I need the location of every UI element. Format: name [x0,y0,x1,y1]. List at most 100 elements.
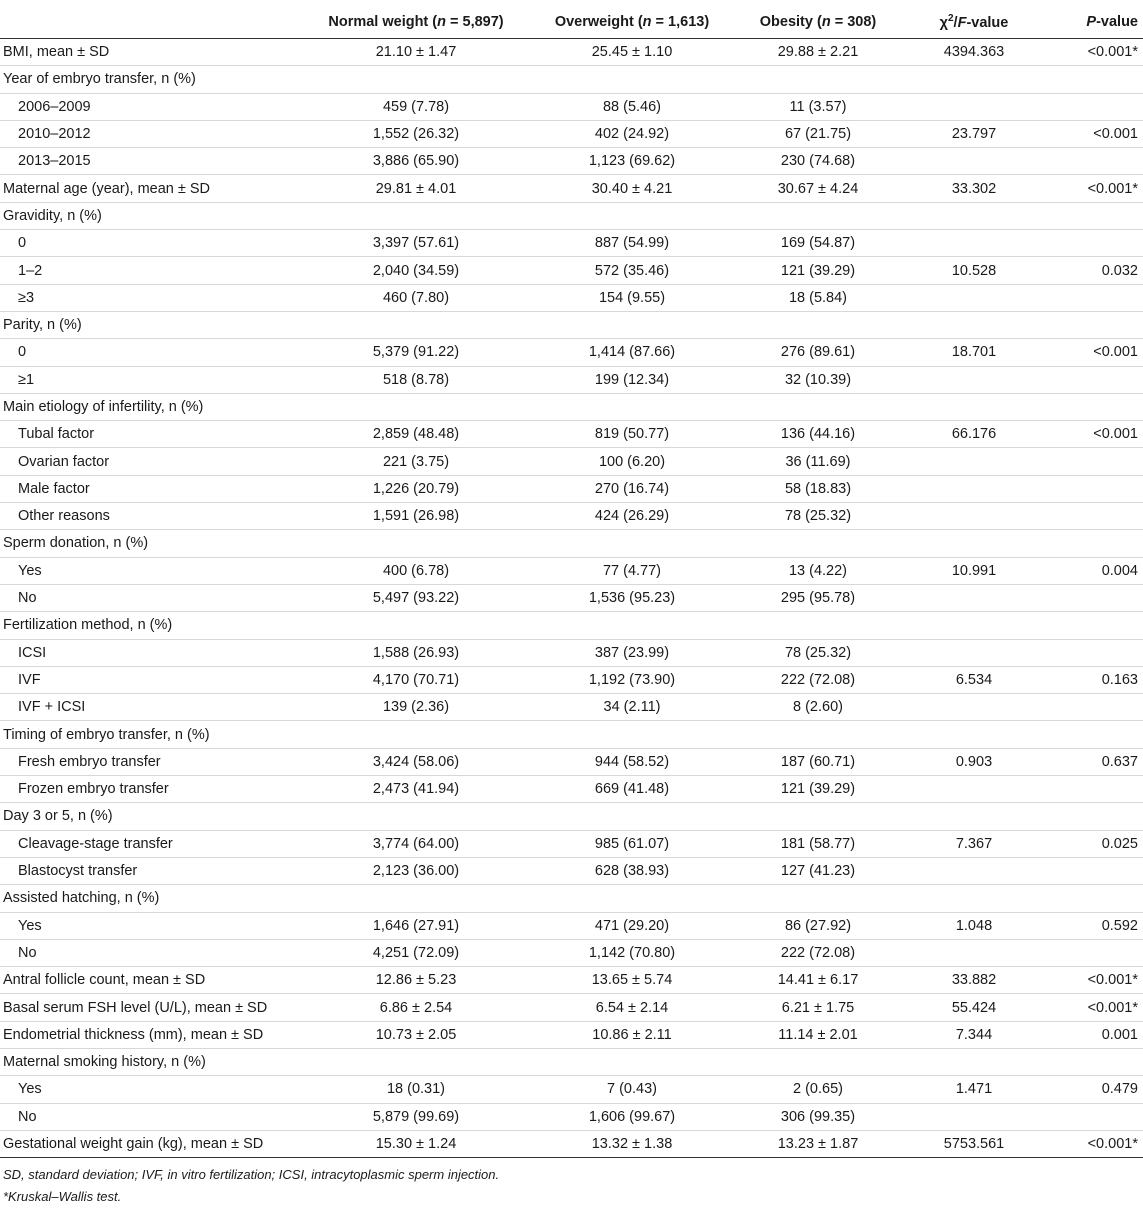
cell-stat-value [904,529,1044,558]
cell-p-value [1044,529,1143,558]
cell-obesity [732,393,904,422]
table-row: IVF + ICSI 139 (2.36) 34 (2.11) 8 (2.60) [0,693,1143,722]
cell-overweight: 1,192 (73.90) [532,666,732,695]
footnotes: SD, standard deviation; IVF, in vitro fe… [3,1164,1143,1208]
cell-p-value [1044,311,1143,340]
cell-overweight: 13.65 ± 5.74 [532,966,732,995]
cell-stat-value: 10.528 [904,256,1044,285]
cell-normal-weight: 15.30 ± 1.24 [300,1130,532,1159]
table-row: Other reasons 1,591 (26.98) 424 (26.29) 78 … [0,502,1143,531]
table-row: 1–2 2,040 (34.59) 572 (35.46) 121 (39.29) 10… [0,256,1143,285]
header-obesity: Obesity (n = 308) [732,6,904,39]
cell-stat-value [904,611,1044,640]
cell-p-value [1044,884,1143,913]
row-label: 0 [0,338,300,367]
row-label: Endometrial thickness (mm), mean ± SD [0,1021,300,1049]
table-row: Frozen embryo transfer 2,473 (41.94) 669 (… [0,775,1143,804]
cell-obesity: 222 (72.08) [732,939,904,968]
cell-overweight: 10.86 ± 2.11 [532,1021,732,1049]
cell-obesity: 30.67 ± 4.24 [732,174,904,203]
cell-obesity: 230 (74.68) [732,147,904,176]
cell-overweight: 77 (4.77) [532,557,732,585]
row-label: Year of embryo transfer, n (%) [0,65,300,94]
cell-normal-weight: 3,397 (57.61) [300,229,532,258]
cell-obesity [732,802,904,831]
row-label: Gestational weight gain (kg), mean ± SD [0,1130,300,1159]
header-stat: χ2/F-value [904,6,1044,39]
cell-stat-value: 23.797 [904,120,1044,149]
row-label: Fresh embryo transfer [0,748,300,777]
cell-obesity: 121 (39.29) [732,256,904,285]
row-label: 2010–2012 [0,120,300,149]
cell-obesity [732,611,904,640]
cell-obesity: 2 (0.65) [732,1075,904,1104]
row-label: Yes [0,1075,300,1104]
cell-normal-weight [300,65,532,94]
cell-normal-weight: 3,424 (58.06) [300,748,532,777]
cell-overweight: 30.40 ± 4.21 [532,174,732,203]
row-label: Maternal age (year), mean ± SD [0,174,300,203]
cell-obesity: 295 (95.78) [732,584,904,613]
row-label: Male factor [0,475,300,504]
row-label: Antral follicle count, mean ± SD [0,966,300,995]
row-label: ICSI [0,639,300,667]
cell-stat-value [904,502,1044,531]
table-row: 0 3,397 (57.61) 887 (54.99) 169 (54.87) [0,229,1143,258]
cell-obesity: 11 (3.57) [732,93,904,121]
cell-p-value [1044,229,1143,258]
row-label: Parity, n (%) [0,311,300,340]
row-label: IVF [0,666,300,695]
cell-stat-value [904,366,1044,394]
cell-p-value [1044,584,1143,613]
cell-stat-value: 0.903 [904,748,1044,777]
cell-normal-weight [300,720,532,749]
cell-normal-weight [300,529,532,558]
row-label: Yes [0,557,300,585]
cell-normal-weight [300,311,532,340]
cell-obesity: 58 (18.83) [732,475,904,504]
cell-overweight: 985 (61.07) [532,830,732,858]
row-label: Other reasons [0,502,300,531]
cell-normal-weight: 1,646 (27.91) [300,912,532,940]
table-row: Gestational weight gain (kg), mean ± SD 1… [0,1130,1143,1159]
cell-stat-value: 7.344 [904,1021,1044,1049]
cell-stat-value [904,1048,1044,1077]
cell-obesity [732,1048,904,1077]
cell-obesity [732,720,904,749]
cell-obesity: 222 (72.08) [732,666,904,695]
cell-stat-value: 6.534 [904,666,1044,695]
cell-obesity: 181 (58.77) [732,830,904,858]
cell-stat-value [904,1103,1044,1131]
cell-stat-value [904,884,1044,913]
cell-overweight [532,720,732,749]
cell-normal-weight: 1,226 (20.79) [300,475,532,504]
cell-obesity [732,529,904,558]
table-row: BMI, mean ± SD 21.10 ± 1.47 25.45 ± 1.10 29… [0,38,1143,67]
cell-stat-value [904,720,1044,749]
cell-p-value: <0.001* [1044,1130,1143,1159]
header-normal-weight: Normal weight (n = 5,897) [300,6,532,39]
row-label: No [0,1103,300,1131]
cell-normal-weight: 29.81 ± 4.01 [300,174,532,203]
cell-obesity: 11.14 ± 2.01 [732,1021,904,1049]
cell-stat-value [904,202,1044,231]
footnote-abbreviations: SD, standard deviation; IVF, in vitro fe… [3,1167,500,1183]
cell-normal-weight [300,802,532,831]
cell-p-value [1044,202,1143,231]
table-row: Fresh embryo transfer 3,424 (58.06) 944 (5… [0,748,1143,777]
cell-obesity: 8 (2.60) [732,693,904,722]
cell-normal-weight: 12.86 ± 5.23 [300,966,532,995]
cell-p-value: 0.025 [1044,830,1143,858]
cell-overweight: 402 (24.92) [532,120,732,149]
cell-normal-weight: 2,040 (34.59) [300,256,532,285]
row-label: Fertilization method, n (%) [0,611,300,640]
cell-p-value [1044,611,1143,640]
cell-normal-weight: 5,497 (93.22) [300,584,532,613]
cell-stat-value: 4394.363 [904,38,1044,67]
cell-p-value [1044,65,1143,94]
cell-overweight: 13.32 ± 1.38 [532,1130,732,1159]
cell-p-value: <0.001 [1044,338,1143,367]
cell-stat-value [904,93,1044,121]
cell-obesity: 169 (54.87) [732,229,904,258]
